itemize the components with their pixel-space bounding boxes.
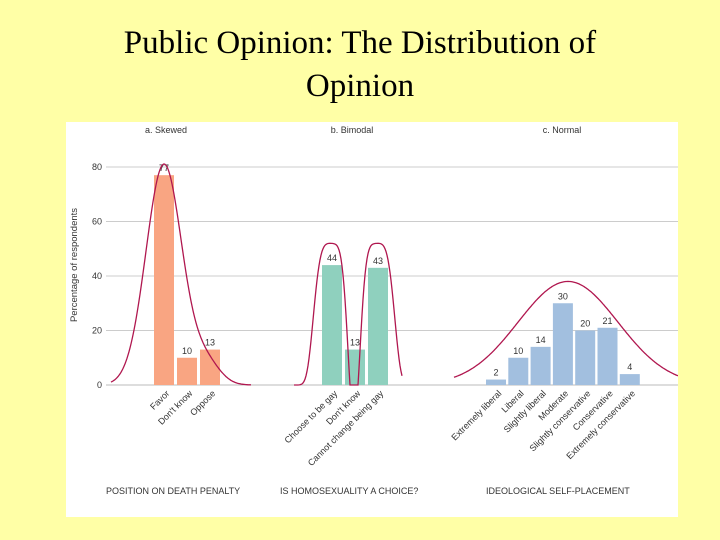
bar-value-label: 20 [580,319,590,329]
bar-value-label: 77 [159,163,169,173]
y-tick-label: 0 [97,380,102,390]
y-tick-label: 40 [92,271,102,281]
distribution-curve-3 [453,280,678,378]
bar-3-6 [597,327,618,385]
panel-title-1: a. Skewed [145,125,187,135]
distribution-curve-2 [294,242,403,386]
panel-title-2: b. Bimodal [331,125,374,135]
bar-1-1 [154,175,174,385]
bar-value-label: 43 [373,256,383,266]
y-tick-label: 80 [92,162,102,172]
bar-1-3 [200,349,220,385]
bar-value-label: 44 [327,253,337,263]
bar-value-label: 4 [627,362,632,372]
bar-value-label: 10 [182,346,192,356]
panel-xlabel-1: POSITION ON DEATH PENALTY [106,486,240,496]
slide-title: Public Opinion: The Distribution of Opin… [0,22,720,108]
bar-value-label: 14 [536,335,546,345]
bar-value-label: 21 [602,316,612,326]
panel-xlabel-3: IDEOLOGICAL SELF-PLACEMENT [486,486,630,496]
distribution-chart: 0 20 40 60 80 Percentage of respondents a. Ske… [69,125,678,496]
bar-3-7 [619,374,640,385]
bar-3-3 [530,346,551,385]
y-axis-label: Percentage of respondents [69,208,80,322]
slide-title-line-1: Public Opinion: The Distribution of [123,25,597,61]
chart-panel: 0 20 40 60 80 Percentage of respondents a. Ske… [66,122,678,517]
bar-value-label: 30 [558,291,568,301]
y-tick-label: 20 [92,326,102,336]
y-tick-label: 60 [92,217,102,227]
bar-3-5 [575,330,596,385]
slide-title-line-2: Opinion [305,68,415,104]
bar-3-2 [508,357,529,385]
bar-value-label: 2 [493,368,498,378]
bar-3-4 [552,303,573,385]
category-label: Extremely liberal [449,388,503,442]
category-label: Oppose [188,388,217,417]
bar-value-label: 10 [513,346,523,356]
bar-2-3 [368,267,388,385]
bar-3-1 [486,379,506,385]
bar-value-label: 13 [350,338,360,348]
bar-2-1 [322,265,342,385]
panel-title-3: c. Normal [543,125,582,135]
panel-xlabel-2: IS HOMOSEXUALITY A CHOICE? [280,486,418,496]
bar-1-2 [177,357,197,385]
distribution-curve-1 [110,163,252,386]
bar-value-label: 13 [205,338,215,348]
